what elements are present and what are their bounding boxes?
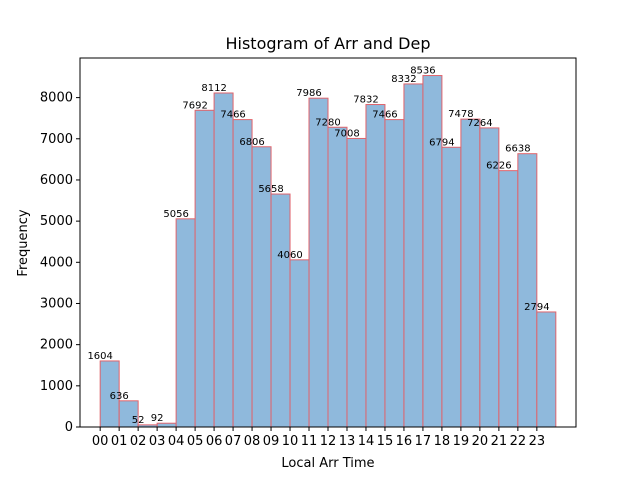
bar-14 — [365, 104, 386, 428]
bar-19 — [460, 118, 481, 428]
bar-value-label-23: 2794 — [524, 302, 549, 313]
bar-value-label-03: 92 — [151, 413, 164, 424]
x-tick-label-18: 18 — [434, 434, 451, 449]
bar-value-label-14: 7832 — [353, 95, 378, 106]
x-tick-label-16: 16 — [396, 434, 413, 449]
x-tick-label-11: 11 — [301, 434, 318, 449]
x-tick-label-13: 13 — [339, 434, 356, 449]
bar-22 — [517, 153, 538, 428]
bar-04 — [175, 218, 196, 428]
y-tick-label: 3000 — [40, 296, 73, 311]
bar-value-label-07: 7466 — [220, 110, 245, 121]
y-tick-label: 8000 — [40, 91, 73, 106]
bar-value-label-22: 6638 — [505, 144, 530, 155]
bar-10 — [289, 259, 310, 428]
bar-09 — [270, 193, 291, 428]
bar-value-label-15: 7466 — [372, 110, 397, 121]
bar-value-label-04: 5056 — [163, 209, 188, 220]
bar-value-label-02: 52 — [132, 415, 145, 426]
bar-17 — [422, 75, 443, 428]
bar-value-label-21: 6226 — [486, 161, 511, 172]
bar-value-label-05: 7692 — [182, 100, 207, 111]
y-tick-label: 1000 — [40, 379, 73, 394]
bar-21 — [498, 170, 519, 428]
bar-value-label-11: 7986 — [296, 88, 321, 99]
bar-20 — [479, 127, 500, 428]
bar-value-label-18: 6794 — [429, 137, 454, 148]
x-tick-label-23: 23 — [529, 434, 546, 449]
chart-title: Histogram of Arr and Dep — [225, 34, 430, 53]
bar-value-label-09: 5658 — [258, 184, 283, 195]
bar-value-label-08: 6806 — [239, 137, 264, 148]
bar-13 — [346, 137, 367, 428]
bar-23 — [536, 311, 557, 428]
x-tick-label-22: 22 — [510, 434, 527, 449]
bar-value-label-00: 1604 — [87, 351, 112, 362]
x-tick-label-00: 00 — [92, 434, 109, 449]
y-tick-label: 4000 — [40, 255, 73, 270]
y-tick-label: 6000 — [40, 173, 73, 188]
x-tick-label-19: 19 — [453, 434, 470, 449]
bar-value-label-13: 7008 — [334, 128, 359, 139]
bar-value-label-16: 8332 — [391, 74, 416, 85]
bar-value-label-12: 7280 — [315, 117, 340, 128]
bar-16 — [403, 83, 424, 428]
bar-06 — [213, 92, 234, 428]
y-tick-label: 0 — [65, 420, 73, 435]
x-tick-label-01: 01 — [111, 434, 128, 449]
bar-11 — [308, 97, 329, 428]
bar-value-label-01: 636 — [110, 391, 129, 402]
bar-18 — [441, 146, 462, 428]
x-tick-label-07: 07 — [225, 434, 242, 449]
x-tick-label-02: 02 — [130, 434, 147, 449]
x-tick-label-09: 09 — [263, 434, 280, 449]
y-tick-label: 2000 — [40, 338, 73, 353]
data-labels-layer: 1604 636 52 92 5056 7692 8112 7466 6806 5658 4060 7… — [87, 66, 549, 426]
y-tick-label: 5000 — [40, 214, 73, 229]
x-axis-label: Local Arr Time — [281, 456, 374, 471]
bar-value-label-06: 8112 — [201, 83, 226, 94]
x-tick-label-03: 03 — [149, 434, 166, 449]
x-tick-label-14: 14 — [358, 434, 375, 449]
bar-value-label-17: 8536 — [410, 66, 435, 77]
x-tick-label-10: 10 — [282, 434, 299, 449]
bar-05 — [194, 109, 215, 428]
bar-12 — [327, 126, 348, 428]
x-tick-label-05: 05 — [187, 434, 204, 449]
bar-15 — [384, 119, 405, 428]
y-tick-label: 7000 — [40, 132, 73, 147]
x-tick-label-21: 21 — [491, 434, 508, 449]
x-tick-label-08: 08 — [244, 434, 261, 449]
bar-value-label-20: 7264 — [467, 118, 492, 129]
bars-layer — [99, 75, 557, 428]
x-tick-label-20: 20 — [472, 434, 489, 449]
bar-07 — [232, 119, 253, 428]
x-tick-label-15: 15 — [377, 434, 394, 449]
x-tick-label-17: 17 — [415, 434, 432, 449]
bar-value-label-19: 7478 — [448, 109, 473, 120]
x-tick-label-04: 04 — [168, 434, 185, 449]
x-tick-label-06: 06 — [206, 434, 223, 449]
y-axis-label: Frequency — [16, 209, 31, 276]
x-tick-label-12: 12 — [320, 434, 337, 449]
bar-value-label-10: 4060 — [277, 250, 302, 261]
